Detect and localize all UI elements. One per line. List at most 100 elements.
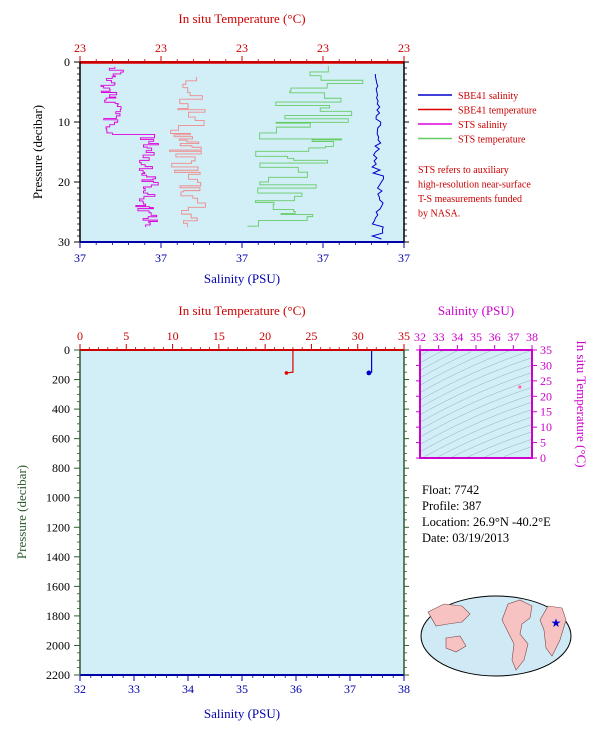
ts-temp-tick-label: 0 (540, 451, 546, 465)
float-id: Float: 7742 (422, 483, 479, 497)
date: Date: 03/19/2013 (422, 531, 509, 545)
map-land-australia (445, 635, 467, 653)
bottom-temp-tick-label: 30 (352, 329, 364, 343)
bottom-temp-tick-label: 20 (259, 329, 271, 343)
legend-note-line: T-S measurements funded (418, 194, 522, 205)
ts-salinity-tick-label: 36 (489, 330, 501, 344)
ts-density-contour (419, 394, 533, 445)
legend-label: SBE41 temperature (458, 106, 537, 117)
bottom-temperature-trace (286, 350, 294, 374)
bottom-pressure-tick-label: 1000 (46, 491, 70, 505)
top-salinity-tick-label: 37 (317, 251, 329, 265)
bottom-pressure-axis-title: Pressure (decibar) (14, 465, 29, 559)
ts-density-contour (503, 446, 533, 457)
top-temp-tick-label: 23 (155, 41, 167, 55)
top-plot-area (80, 62, 404, 242)
top-temp-tick-label: 23 (317, 41, 329, 55)
top-salinity-tick-label: 37 (236, 251, 248, 265)
ts-salinity-tick-label: 38 (526, 330, 538, 344)
ts-density-contour (419, 350, 444, 364)
ts-density-contour (419, 350, 509, 393)
ts-density-contour (419, 364, 533, 416)
legend-note-line: high-resolution near-surface (418, 180, 531, 191)
legend-label: STS salinity (458, 120, 507, 131)
ts-density-contour (419, 379, 533, 430)
top-salinity-axis-title: Salinity (PSU) (204, 271, 280, 286)
ts-plot-area (420, 350, 532, 458)
legend-note-line: by NASA. (418, 209, 460, 220)
legend-label: SBE41 salinity (458, 91, 518, 102)
bottom-temp-tick-label: 5 (123, 329, 129, 343)
bottom-pressure-tick-label: 2000 (46, 638, 70, 652)
ts-temp-tick-label: 5 (540, 436, 546, 450)
ts-salinity-tick-label: 33 (433, 330, 445, 344)
bottom-plot-area (80, 350, 404, 675)
sbe41-salinity-trace (370, 73, 384, 240)
map-land-americas (501, 599, 533, 671)
ts-density-contour (452, 424, 533, 458)
ts-density-contour (419, 357, 533, 408)
legend-label: STS temperature (458, 135, 526, 146)
ts-salinity-tick-label: 32 (414, 330, 426, 344)
bottom-pressure-tick-label: 1400 (46, 550, 70, 564)
top-salinity-tick-label: 37 (74, 251, 86, 265)
bottom-temp-tick-label: 0 (77, 329, 83, 343)
bottom-pressure-tick-label: 1200 (46, 520, 70, 534)
ts-temp-tick-label: 30 (540, 358, 552, 372)
top-temp-axis-title: In situ Temperature (°C) (178, 11, 305, 26)
bottom-pressure-tick-label: 200 (52, 373, 70, 387)
float-info: Float: 7742 Profile: 387 Location: 26.9°… (422, 483, 551, 545)
bottom-salinity-tick-label: 34 (182, 682, 194, 696)
ts-temp-tick-label: 25 (540, 374, 552, 388)
ts-density-contour (419, 350, 491, 386)
location: Location: 26.9°N -40.2°E (422, 515, 551, 529)
ts-temp-tick-label: 20 (540, 389, 552, 403)
ts-salinity-tick-label: 37 (507, 330, 519, 344)
ts-density-contour (419, 350, 458, 371)
top-temp-tick-label: 23 (398, 41, 410, 55)
bottom-pressure-tick-label: 800 (52, 461, 70, 475)
ts-salinity-tick-label: 34 (451, 330, 463, 344)
ts-density-contour (466, 431, 533, 458)
bottom-salinity-tick-label: 36 (290, 682, 302, 696)
top-temp-tick-label: 23 (74, 41, 86, 55)
bottom-temp-axis-title: In situ Temperature (°C) (178, 303, 305, 318)
bottom-salinity-tick-label: 35 (236, 682, 248, 696)
legend: SBE41 salinity SBE41 temperature STS salin… (418, 91, 537, 220)
bottom-pressure-tick-label: 600 (52, 432, 70, 446)
profile-number: Profile: 387 (422, 499, 481, 513)
top-salinity-tick-label: 37 (398, 251, 410, 265)
bottom-pressure-tick-label: 400 (52, 402, 70, 416)
ts-density-contour (485, 438, 533, 457)
float-location-marker-icon: ★ (551, 616, 562, 630)
sts-temperature-pink-trace (168, 77, 206, 227)
ts-temp-tick-label: 15 (540, 405, 552, 419)
bottom-temp-tick-label: 10 (167, 329, 179, 343)
bottom-temperature-end-marker (284, 371, 289, 375)
top-pressure-tick-label: 0 (64, 55, 70, 69)
ts-density-contour (438, 416, 533, 457)
ts-temp-tick-label: 35 (540, 343, 552, 357)
sts-salinity-trace (100, 66, 159, 227)
bottom-salinity-tick-label: 37 (344, 682, 356, 696)
ts-density-contour (419, 351, 472, 379)
bottom-pressure-tick-label: 2200 (46, 668, 70, 682)
ts-data-point (518, 385, 522, 389)
bottom-temp-tick-label: 35 (398, 329, 410, 343)
bottom-salinity-tick-label: 32 (74, 682, 86, 696)
ts-density-contour (419, 350, 430, 356)
top-panel: In situ Temperature (°C) Salinity (PSU) … (30, 11, 410, 286)
ts-density-contour (424, 409, 533, 457)
top-salinity-tick-label: 37 (155, 251, 167, 265)
map-land-asia (427, 603, 471, 627)
ts-panel: Salinity (PSU) In situ Temperature (°C) … (414, 303, 589, 468)
legend-note-line: STS refers to auxiliary (418, 165, 509, 176)
top-pressure-tick-label: 30 (58, 235, 70, 249)
bottom-pressure-tick-label: 1800 (46, 609, 70, 623)
sts-temperature-trace (247, 66, 364, 227)
bottom-temp-tick-label: 25 (305, 329, 317, 343)
top-temp-tick-label: 23 (236, 41, 248, 55)
bottom-pressure-tick-label: 0 (64, 343, 70, 357)
bottom-pressure-tick-label: 1600 (46, 579, 70, 593)
